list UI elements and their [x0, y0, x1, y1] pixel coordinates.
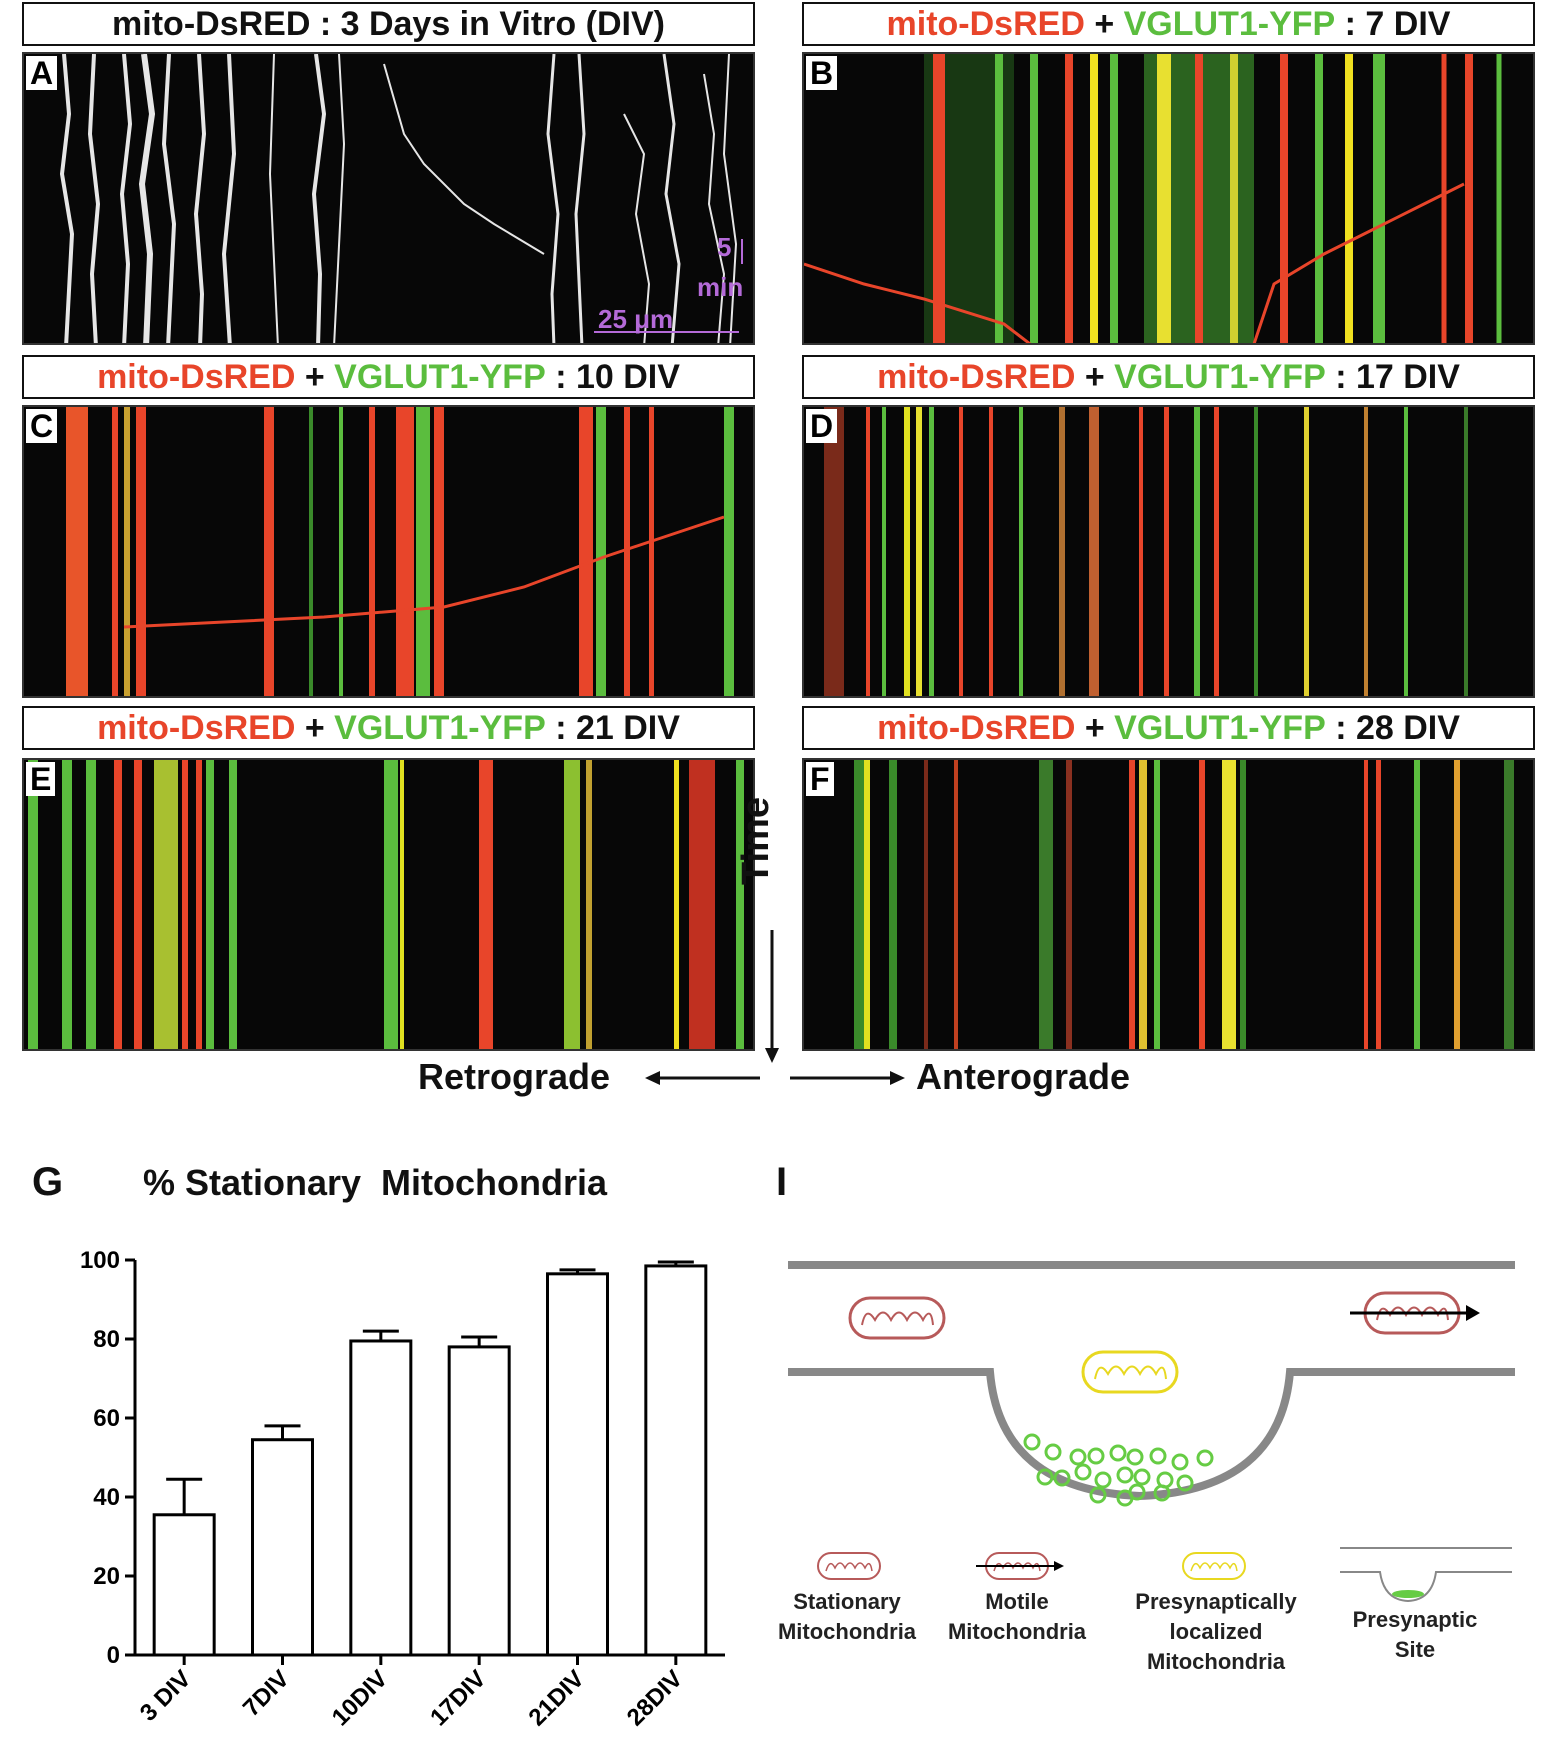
title-segment: mito-DsRED — [877, 708, 1076, 747]
y-tick-label: 40 — [93, 1484, 120, 1511]
legend-presynaptic-site-icon — [1340, 1547, 1512, 1603]
x-tick-label: 28DIV — [622, 1665, 688, 1731]
panel-letter: A — [26, 56, 58, 90]
panel-g-letter: G — [32, 1160, 64, 1204]
title-segment: VGLUT1-YFP — [334, 708, 546, 747]
bar — [152, 1513, 216, 1657]
kymograph-b-traces — [804, 54, 1502, 343]
title-segment: + — [295, 708, 335, 747]
panel-c-title: mito-DsRED + VGLUT1-YFP : 10 DIV — [22, 355, 755, 399]
kymograph-f: F — [802, 758, 1535, 1051]
title-segment: : 21 DIV — [545, 708, 680, 747]
stationary-mitochondria-chart: 0 20 40 60 80 100 3 DIV 7DIV 10DIV 17DIV 21DIV 28DI… — [80, 1247, 725, 1731]
legend-presynaptic-mito-icon — [1182, 1552, 1246, 1580]
scale-time-value: 5 — [717, 232, 732, 262]
title-segment: : 7 DIV — [1335, 4, 1451, 43]
y-tick-label: 0 — [107, 1642, 120, 1669]
kymograph-d: D — [802, 405, 1535, 698]
legend-label-stationary: Stationary Mitochondria — [777, 1589, 917, 1644]
y-tick-label: 60 — [93, 1405, 120, 1432]
anterograde-label: Anterograde — [916, 1056, 1131, 1097]
y-tick-label: 80 — [93, 1326, 120, 1353]
legend-stationary-icon — [817, 1552, 881, 1580]
scale-time-unit: min — [697, 272, 744, 302]
panel-letter: C — [26, 409, 58, 443]
legend-label-presynaptic-site: Presynaptic Site — [1352, 1607, 1478, 1662]
kymograph-f-traces — [854, 760, 1514, 1049]
bar — [447, 1345, 511, 1657]
title-segment: VGLUT1-YFP — [1114, 357, 1326, 396]
panel-letter: D — [806, 409, 838, 443]
scale-length: 25 μm — [598, 304, 674, 334]
panel-letter: E — [26, 762, 56, 796]
panel-d-title: mito-DsRED + VGLUT1-YFP : 17 DIV — [802, 355, 1535, 399]
stationary-mitochondrion-icon — [848, 1296, 946, 1340]
kymograph-d-traces — [824, 407, 1468, 696]
title-segment: : 28 DIV — [1325, 708, 1460, 747]
title-segment: VGLUT1-YFP — [1123, 4, 1336, 43]
title-segment: VGLUT1-YFP — [334, 357, 546, 396]
legend-label-motile: Motile Mitochondria — [947, 1589, 1087, 1644]
legend-motile-icon — [976, 1552, 1064, 1580]
title-segment: + — [1084, 4, 1124, 43]
panel-e-title: mito-DsRED + VGLUT1-YFP : 21 DIV — [22, 706, 755, 750]
panel-a-title: mito-DsRED : 3 Days in Vitro (DIV) — [22, 2, 755, 46]
synaptic-vesicles — [1023, 1433, 1214, 1507]
kymograph-a-traces — [59, 54, 743, 343]
title-segment: + — [1075, 357, 1115, 396]
title-segment: mito-DsRED — [97, 357, 296, 396]
x-tick-label: 17DIV — [425, 1665, 491, 1731]
y-tick-label: 20 — [93, 1563, 120, 1590]
time-axis-label: Time — [735, 796, 777, 885]
panel-b-title: mito-DsRED + VGLUT1-YFP : 7 DIV — [802, 2, 1535, 46]
x-tick-label: 21DIV — [523, 1665, 589, 1731]
retrograde-label: Retrograde — [418, 1056, 611, 1097]
kymograph-c-traces — [66, 407, 734, 696]
kymograph-b: B — [802, 52, 1535, 345]
bar — [349, 1339, 413, 1657]
kymograph-e: E — [22, 758, 755, 1051]
y-tick-label: 100 — [80, 1247, 120, 1274]
bar — [644, 1264, 708, 1657]
kymograph-a: A 5 min 25 μm — [22, 52, 755, 345]
legend-label-presynaptic-mito: Presynaptically localized Mitochondria — [1135, 1589, 1297, 1674]
panel-letter: F — [806, 762, 834, 796]
presynaptic-mitochondrion-icon — [1081, 1350, 1179, 1394]
axon-membrane — [788, 1261, 1515, 1501]
kymograph-c: C — [22, 405, 755, 698]
title-segment: mito-DsRED : 3 Days in Vitro (DIV) — [112, 4, 665, 43]
title-segment: mito-DsRED — [886, 4, 1085, 43]
title-segment: VGLUT1-YFP — [1114, 708, 1326, 747]
title-segment: : 10 DIV — [545, 357, 680, 396]
panel-f-title: mito-DsRED + VGLUT1-YFP : 28 DIV — [802, 706, 1535, 750]
title-segment: mito-DsRED — [97, 708, 296, 747]
x-tick-label: 10DIV — [327, 1665, 393, 1731]
bar — [546, 1272, 609, 1657]
x-tick-label: 3 DIV — [135, 1665, 197, 1727]
title-segment: + — [1075, 708, 1115, 747]
bar — [251, 1438, 314, 1657]
kymograph-e-traces — [28, 760, 744, 1049]
panel-letter: B — [806, 56, 838, 90]
motile-mitochondrion-icon — [1350, 1291, 1480, 1335]
panel-i-letter: I — [776, 1160, 788, 1204]
title-segment: mito-DsRED — [877, 357, 1076, 396]
x-tick-label: 7DIV — [238, 1665, 295, 1722]
title-segment: + — [295, 357, 335, 396]
chart-title: % Stationary Mitochondria — [143, 1162, 608, 1203]
presynaptic-schematic — [788, 1261, 1515, 1603]
title-segment: : 17 DIV — [1325, 357, 1460, 396]
